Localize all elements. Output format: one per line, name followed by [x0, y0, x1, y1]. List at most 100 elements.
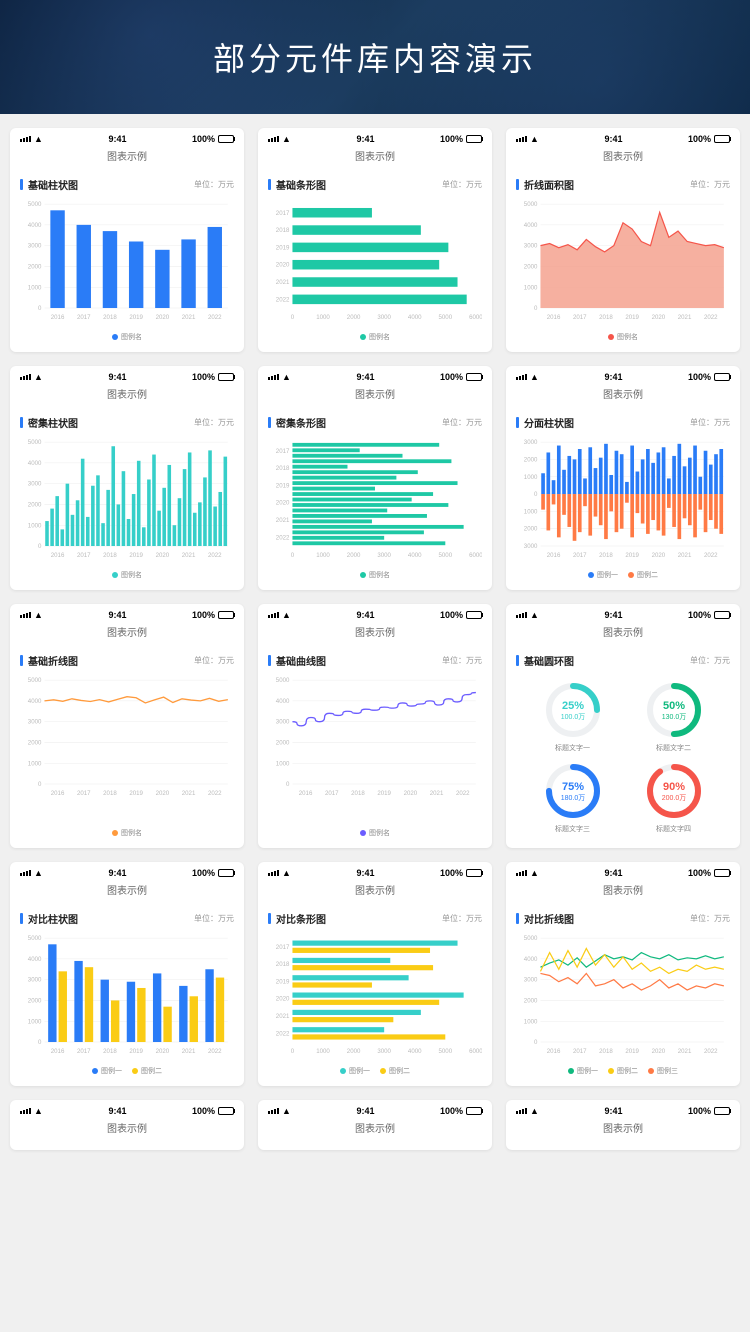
status-bar: ▲ 9:41 100% [506, 366, 740, 384]
donut-cell: 25% 100.0万 标题文字一 [524, 680, 621, 753]
signal-icon [516, 374, 527, 380]
status-right: 100% [192, 134, 234, 144]
svg-text:2020: 2020 [156, 552, 170, 559]
svg-text:0: 0 [38, 1039, 42, 1046]
svg-text:2016: 2016 [51, 314, 65, 321]
page-title: 图表示例 [10, 1118, 244, 1143]
svg-text:1000: 1000 [524, 1018, 538, 1025]
svg-text:5000: 5000 [439, 314, 453, 321]
status-bar: ▲ 9:41 100% [10, 1100, 244, 1118]
svg-text:2020: 2020 [156, 314, 170, 321]
svg-text:4000: 4000 [28, 460, 42, 467]
svg-text:0: 0 [38, 781, 42, 788]
svg-text:2019: 2019 [129, 552, 143, 559]
section-title: 基础曲线图 [268, 653, 326, 668]
page-title: 图表示例 [506, 1118, 740, 1143]
status-right: 100% [192, 1106, 234, 1116]
status-right: 100% [192, 372, 234, 382]
unit-label: 单位：万元 [442, 913, 482, 924]
svg-text:1000: 1000 [276, 760, 290, 767]
wifi-icon: ▲ [34, 868, 43, 878]
unit-label: 单位：万元 [194, 913, 234, 924]
status-left: ▲ [516, 1106, 539, 1116]
svg-text:200.0万: 200.0万 [661, 794, 686, 802]
chart-area: 3000200010000100020003000201620172018201… [506, 434, 740, 564]
legend: 图例一图例二 [10, 1060, 244, 1076]
wifi-icon: ▲ [34, 1106, 43, 1116]
wifi-icon: ▲ [530, 610, 539, 620]
legend-item: 图例一 [340, 1066, 370, 1076]
svg-text:2018: 2018 [103, 314, 117, 321]
svg-text:2000: 2000 [28, 997, 42, 1004]
status-right: 100% [440, 610, 482, 620]
chart-area: 0100020003000400050002016201720182019202… [10, 930, 244, 1060]
status-bar: ▲ 9:41 100% [258, 604, 492, 622]
svg-text:2022: 2022 [704, 1048, 718, 1055]
svg-text:180.0万: 180.0万 [560, 794, 585, 802]
svg-text:0: 0 [38, 543, 42, 550]
svg-text:2017: 2017 [77, 314, 91, 321]
wifi-icon: ▲ [34, 372, 43, 382]
svg-text:2021: 2021 [182, 790, 196, 797]
battery-icon [466, 373, 482, 381]
svg-text:2016: 2016 [547, 552, 561, 559]
svg-text:2019: 2019 [276, 482, 290, 489]
section-title: 基础柱状图 [20, 177, 78, 192]
svg-text:0: 0 [534, 1039, 538, 1046]
wifi-icon: ▲ [282, 868, 291, 878]
status-time: 9:41 [604, 1106, 622, 1116]
unit-label: 单位：万元 [442, 417, 482, 428]
page-title: 图表示例 [10, 384, 244, 409]
battery-pct: 100% [688, 610, 711, 620]
battery-pct: 100% [440, 134, 463, 144]
svg-text:2022: 2022 [276, 296, 290, 303]
svg-text:2020: 2020 [652, 314, 666, 321]
chart-area: 0100020003000400050002016201720182019202… [10, 434, 244, 564]
svg-text:3000: 3000 [377, 1048, 391, 1055]
status-left: ▲ [268, 610, 291, 620]
legend: 图例名 [506, 326, 740, 342]
status-left: ▲ [268, 372, 291, 382]
status-right: 100% [440, 868, 482, 878]
status-bar: ▲ 9:41 100% [10, 604, 244, 622]
svg-text:75%: 75% [561, 781, 583, 793]
svg-text:2022: 2022 [208, 1048, 222, 1055]
legend: 图例名 [258, 564, 492, 580]
page-title: 图表示例 [506, 622, 740, 647]
status-time: 9:41 [604, 372, 622, 382]
svg-text:2021: 2021 [276, 517, 290, 524]
svg-text:2018: 2018 [599, 552, 613, 559]
svg-text:1000: 1000 [316, 1048, 330, 1055]
signal-icon [20, 1108, 31, 1114]
page-title: 图表示例 [10, 622, 244, 647]
section-title: 对比条形图 [268, 911, 326, 926]
svg-text:2019: 2019 [625, 552, 639, 559]
legend-item: 图例名 [112, 570, 142, 580]
section-head: 基础条形图 单位：万元 [258, 171, 492, 196]
svg-text:3000: 3000 [377, 314, 391, 321]
svg-text:2021: 2021 [182, 314, 196, 321]
status-time: 9:41 [108, 1106, 126, 1116]
status-left: ▲ [516, 868, 539, 878]
svg-text:2021: 2021 [276, 1013, 290, 1020]
status-left: ▲ [20, 1106, 43, 1116]
page-title: 图表示例 [10, 146, 244, 171]
svg-text:90%: 90% [662, 781, 684, 793]
battery-icon [218, 869, 234, 877]
svg-text:1000: 1000 [316, 314, 330, 321]
status-time: 9:41 [604, 868, 622, 878]
status-bar: ▲ 9:41 100% [506, 1100, 740, 1118]
section-head: 密集柱状图 单位：万元 [10, 409, 244, 434]
svg-text:2016: 2016 [51, 1048, 65, 1055]
section-head: 基础柱状图 单位：万元 [10, 171, 244, 196]
legend-item: 图例一 [588, 570, 618, 580]
legend: 图例一图例二 [506, 564, 740, 580]
status-left: ▲ [268, 1106, 291, 1116]
donut-cell: 75% 180.0万 标题文字三 [524, 761, 621, 834]
chart-area: 0100020003000400050002016201720182019202… [10, 672, 244, 822]
svg-text:2000: 2000 [524, 456, 538, 463]
svg-text:2018: 2018 [276, 465, 290, 472]
svg-text:2018: 2018 [351, 790, 365, 797]
card-dense-bar: ▲ 9:41 100% 图表示例 密集柱状图 单位：万元 01000200030… [10, 366, 244, 590]
battery-icon [714, 373, 730, 381]
